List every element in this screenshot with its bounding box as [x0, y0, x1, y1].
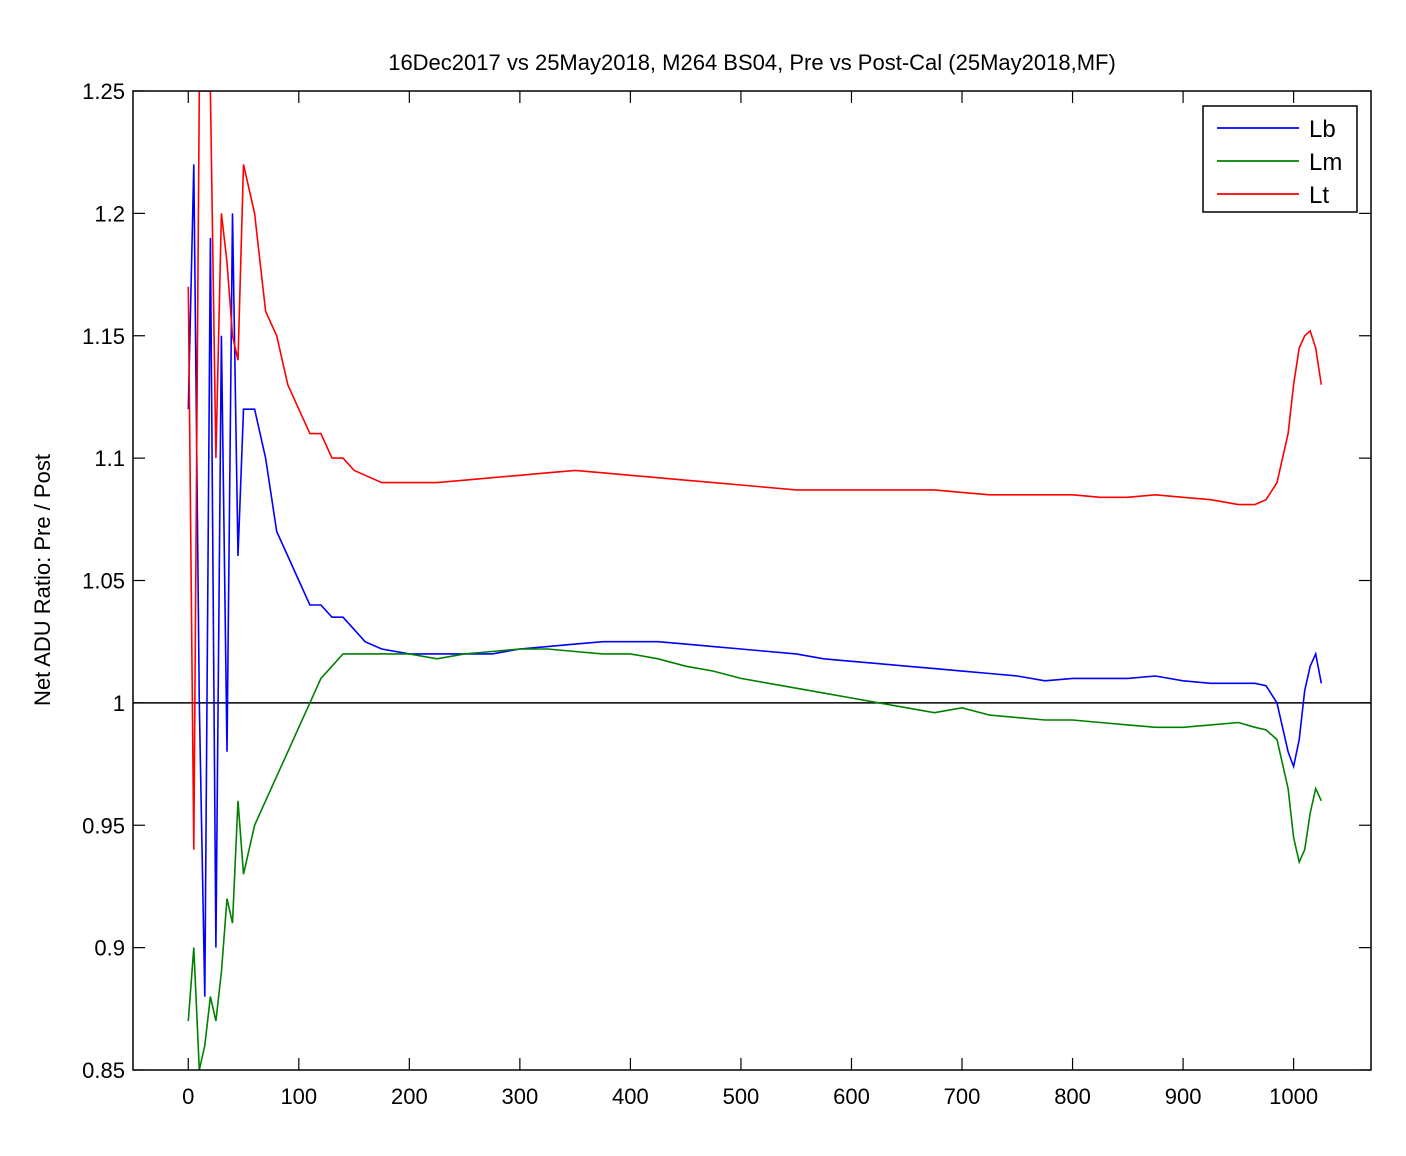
legend-label-lt: Lt: [1309, 182, 1329, 209]
y-tick-label: 0.85: [82, 1058, 125, 1083]
x-tick-label: 400: [612, 1084, 649, 1109]
x-tick-label: 1000: [1269, 1084, 1318, 1109]
y-tick-label: 1: [113, 691, 125, 716]
x-tick-label: 300: [502, 1084, 539, 1109]
series-line-lt: [187, 91, 1323, 850]
y-tick-label: 0.95: [82, 813, 125, 838]
legend-label-lb: Lb: [1309, 116, 1336, 143]
series-line-lb: [187, 164, 1323, 997]
y-axis-label: Net ADU Ratio: Pre / Post: [30, 454, 55, 706]
x-tick-label: 100: [280, 1084, 317, 1109]
legend-label-lm: Lm: [1309, 149, 1342, 176]
x-tick-label: 600: [833, 1084, 870, 1109]
plot-area: 0 100 200 300 400 500 600 700 800 900 1000 0.85 0.9 0…: [82, 79, 1372, 1109]
y-tick-label: 1.1: [94, 446, 125, 471]
y-tick-label: 0.9: [94, 936, 125, 961]
chart-title: 16Dec2017 vs 25May2018, M264 BS04, Pre v…: [388, 50, 1116, 75]
x-tick-label: 900: [1165, 1084, 1202, 1109]
series-line-lm: [187, 648, 1323, 1070]
x-tick-label: 700: [944, 1084, 981, 1109]
y-tick-label: 1.2: [94, 201, 125, 226]
x-tick-label: 500: [723, 1084, 760, 1109]
axes-box: [132, 90, 1372, 1071]
legend: Lb Lm Lt: [1202, 105, 1358, 213]
x-tick-label: 800: [1054, 1084, 1091, 1109]
y-tick-label: 1.15: [82, 324, 125, 349]
y-tick-label: 1.25: [82, 79, 125, 104]
y-tick-label: 1.05: [82, 569, 125, 594]
x-tick-label: 200: [391, 1084, 428, 1109]
x-tick-label: 0: [182, 1084, 194, 1109]
